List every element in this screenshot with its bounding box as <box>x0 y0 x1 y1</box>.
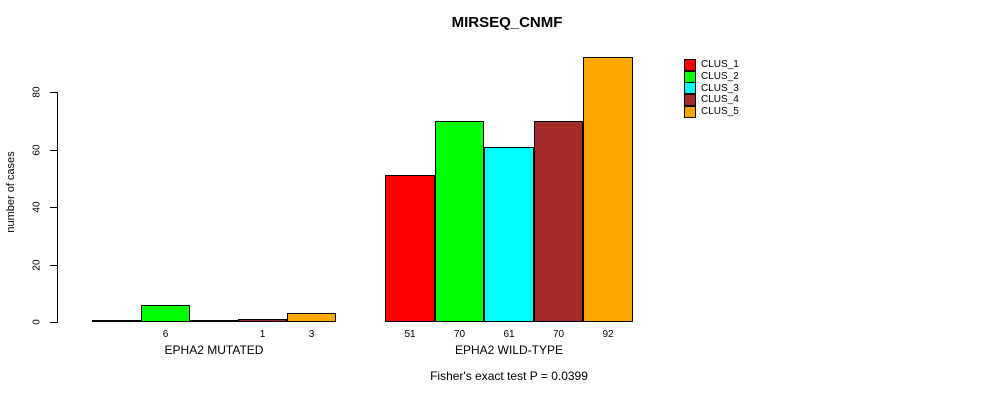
y-tick-mark <box>50 207 57 208</box>
bar-value-label: 1 <box>259 329 266 340</box>
y-tick-label: 60 <box>31 144 43 156</box>
y-axis-label: number of cases <box>5 151 17 233</box>
bar-clus_2 <box>435 121 484 322</box>
legend-swatch-clus_1 <box>684 58 696 71</box>
y-tick-mark <box>50 265 57 266</box>
legend: CLUS_1 CLUS_2 CLUS_3 CLUS_4 CLUS_5 <box>684 58 739 118</box>
bar-clus_5 <box>287 313 336 322</box>
legend-swatch-clus_2 <box>684 70 696 83</box>
legend-item: CLUS_5 <box>684 105 739 118</box>
group-label-epha2-mutated: EPHA2 MUTATED <box>164 343 264 357</box>
bar-value-label: 70 <box>453 329 466 340</box>
bar-clus_1 <box>92 320 141 322</box>
legend-item: CLUS_4 <box>684 93 739 106</box>
legend-label: CLUS_2 <box>701 71 739 83</box>
legend-label: CLUS_1 <box>701 59 739 71</box>
bar-value-label: 6 <box>162 329 169 340</box>
bar-clus_1 <box>385 175 435 322</box>
y-tick-label: 0 <box>31 319 43 325</box>
group-label-epha2-wild-type: EPHA2 WILD-TYPE <box>454 343 564 357</box>
chart-title: MIRSEQ_CNMF <box>451 14 563 31</box>
bar-clus_4 <box>238 319 287 322</box>
chart-subtitle: Fisher's exact test P = 0.0399 <box>430 369 588 383</box>
legend-item: CLUS_2 <box>684 70 739 83</box>
bar-value-label: 61 <box>503 329 515 340</box>
bar-value-label: 3 <box>308 329 315 340</box>
bar-clus_4 <box>534 121 583 322</box>
legend-label: CLUS_4 <box>701 94 739 106</box>
bar-value-label: 70 <box>552 329 565 340</box>
y-tick-label: 20 <box>31 259 43 271</box>
y-tick-label: 80 <box>31 86 43 98</box>
legend-item: CLUS_1 <box>684 58 739 71</box>
legend-label: CLUS_3 <box>701 82 739 94</box>
bar-clus_3 <box>190 320 238 322</box>
legend-swatch-clus_5 <box>684 105 696 118</box>
legend-label: CLUS_5 <box>701 106 739 118</box>
bar-value-label: 92 <box>602 329 614 340</box>
y-tick-mark <box>50 92 57 93</box>
bar-clus_5 <box>583 57 633 322</box>
bar-clus_3 <box>484 147 534 322</box>
y-tick-mark <box>50 150 57 151</box>
bar-value-label: 51 <box>404 329 416 340</box>
y-tick-label: 40 <box>31 201 43 213</box>
legend-swatch-clus_3 <box>684 82 696 95</box>
legend-swatch-clus_4 <box>684 93 696 106</box>
y-tick-mark <box>50 322 57 323</box>
y-axis-line <box>57 92 58 323</box>
legend-item: CLUS_3 <box>684 82 739 95</box>
bar-clus_2 <box>141 305 190 322</box>
